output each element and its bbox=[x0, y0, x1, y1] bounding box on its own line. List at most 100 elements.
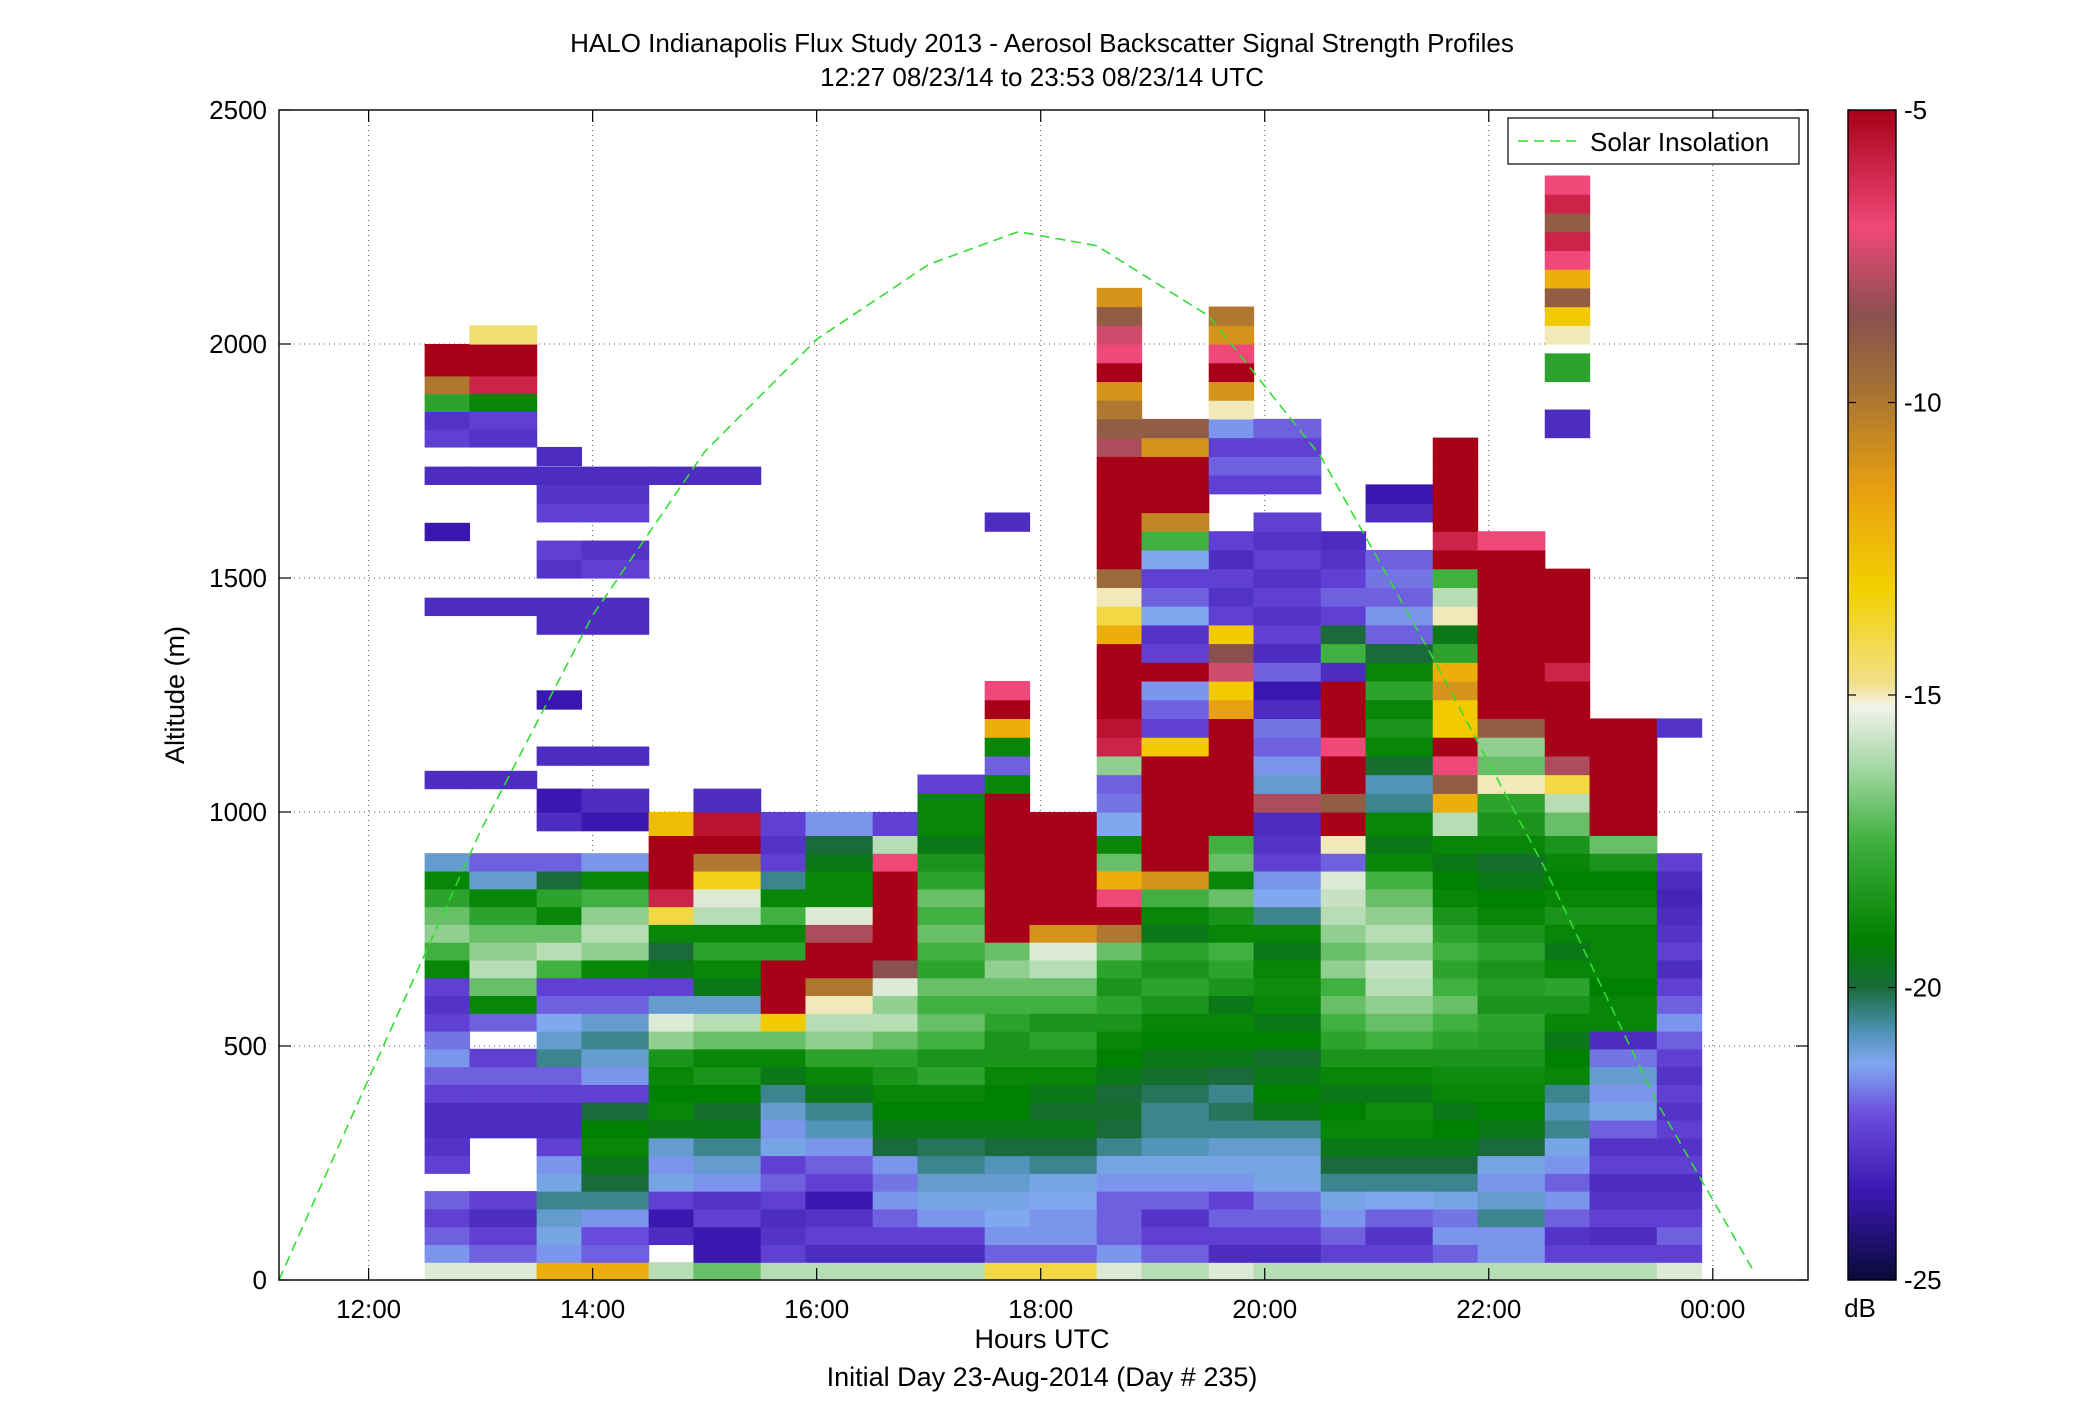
colorbar-tick-label: -25 bbox=[1904, 1265, 1942, 1295]
solar-insolation-curve bbox=[279, 230, 1753, 1280]
heatmap-cell bbox=[1477, 1137, 1546, 1157]
heatmap-cell bbox=[1096, 531, 1143, 551]
heatmap-cell bbox=[1365, 1226, 1434, 1246]
heatmap-cell bbox=[1589, 888, 1658, 908]
heatmap-cell bbox=[984, 853, 1031, 872]
heatmap-cell bbox=[1320, 774, 1367, 794]
heatmap-cell bbox=[693, 1244, 762, 1263]
heatmap-cell bbox=[1096, 1191, 1143, 1210]
heatmap-cell bbox=[805, 835, 874, 854]
heatmap-cell bbox=[469, 770, 538, 790]
heatmap-cell bbox=[1141, 587, 1210, 607]
heatmap-cell bbox=[1432, 475, 1479, 495]
heatmap-cell bbox=[1477, 1084, 1546, 1103]
heatmap-cell bbox=[1208, 699, 1255, 719]
heatmap-cell bbox=[581, 1119, 650, 1139]
heatmap-cell bbox=[984, 959, 1031, 979]
heatmap-cell bbox=[1253, 793, 1322, 813]
heatmap-cell bbox=[536, 559, 583, 579]
heatmap-cell bbox=[872, 1084, 919, 1103]
heatmap-cell bbox=[1320, 977, 1367, 997]
heatmap-cell bbox=[469, 1084, 538, 1103]
heatmap-cell bbox=[536, 746, 583, 766]
heatmap-cell bbox=[581, 1102, 650, 1121]
heatmap-cell bbox=[1656, 870, 1703, 890]
heatmap-cell bbox=[805, 959, 874, 979]
heatmap-cell bbox=[1253, 755, 1322, 776]
heatmap-cell bbox=[1544, 924, 1591, 943]
heatmap-cell bbox=[1208, 718, 1255, 738]
heatmap-cell bbox=[1096, 381, 1143, 401]
heatmap-cell bbox=[1253, 662, 1322, 682]
heatmap-cell bbox=[1208, 344, 1255, 364]
heatmap-cell bbox=[693, 835, 762, 854]
heatmap-cell bbox=[805, 812, 874, 836]
heatmap-cell bbox=[1208, 531, 1255, 551]
heatmap-cell bbox=[760, 1066, 807, 1085]
heatmap-cell bbox=[1432, 853, 1479, 872]
heatmap-cell bbox=[693, 1173, 762, 1192]
heatmap-cell bbox=[1096, 1173, 1143, 1192]
heatmap-cell bbox=[536, 995, 583, 1014]
heatmap-cell bbox=[1432, 531, 1479, 551]
heatmap-cell bbox=[1544, 1226, 1591, 1246]
heatmap-cell bbox=[1253, 624, 1322, 645]
heatmap-cell bbox=[581, 1155, 650, 1174]
heatmap-cell bbox=[1208, 568, 1255, 588]
heatmap-cell bbox=[424, 1155, 471, 1174]
heatmap-cell bbox=[1477, 1066, 1546, 1085]
heatmap-cell bbox=[1320, 1173, 1367, 1192]
heatmap-cell bbox=[1320, 587, 1367, 607]
heatmap-cell bbox=[424, 977, 471, 997]
heatmap-cell bbox=[648, 853, 695, 872]
heatmap-cell bbox=[648, 1137, 695, 1157]
heatmap-cell bbox=[1589, 755, 1658, 776]
heatmap-cell bbox=[917, 835, 986, 854]
heatmap-cell bbox=[1029, 977, 1098, 997]
heatmap-cell bbox=[1029, 924, 1098, 943]
heatmap-cell bbox=[1365, 662, 1434, 682]
heatmap-cell bbox=[1208, 1155, 1255, 1174]
heatmap-cell bbox=[1096, 362, 1143, 383]
heatmap-cell bbox=[805, 1226, 874, 1246]
heatmap-cell bbox=[1544, 888, 1591, 908]
heatmap-cell bbox=[1096, 456, 1143, 476]
heatmap-cell bbox=[984, 942, 1031, 961]
heatmap-cell bbox=[1208, 1066, 1255, 1085]
heatmap-cell bbox=[1320, 1084, 1367, 1103]
heatmap-cell bbox=[581, 503, 650, 523]
heatmap-cell bbox=[917, 1102, 986, 1121]
heatmap-cell bbox=[984, 1084, 1031, 1103]
heatmap-cell bbox=[984, 1262, 1031, 1280]
heatmap-cell bbox=[917, 1013, 986, 1032]
heatmap-cell bbox=[872, 1262, 919, 1280]
heatmap-cell bbox=[1096, 1102, 1143, 1121]
heatmap-cell bbox=[760, 812, 807, 836]
heatmap-cell bbox=[1477, 835, 1546, 854]
heatmap-cell bbox=[693, 1013, 762, 1032]
heatmap-cell bbox=[1589, 1066, 1658, 1085]
heatmap-cell bbox=[917, 977, 986, 997]
heatmap-cell bbox=[1477, 906, 1546, 925]
heatmap-cell bbox=[1096, 699, 1143, 719]
heatmap-cell bbox=[1208, 680, 1255, 701]
heatmap-cell bbox=[805, 870, 874, 890]
heatmap-cell bbox=[984, 870, 1031, 890]
heatmap-cell bbox=[693, 924, 762, 943]
heatmap-cell bbox=[693, 977, 762, 997]
heatmap-cell bbox=[760, 1031, 807, 1050]
heatmap-cell bbox=[1656, 1173, 1703, 1192]
heatmap-cell bbox=[581, 942, 650, 961]
heatmap-cell bbox=[872, 888, 919, 908]
heatmap-cell bbox=[1253, 512, 1322, 532]
heatmap-cell bbox=[984, 1208, 1031, 1228]
heatmap-cell bbox=[1253, 1226, 1322, 1246]
heatmap-cell bbox=[1096, 1084, 1143, 1103]
heatmap-cell bbox=[984, 737, 1031, 757]
heatmap-cell bbox=[1477, 662, 1546, 682]
heatmap-cell bbox=[1141, 549, 1210, 570]
heatmap-cell bbox=[581, 746, 650, 766]
heatmap-cell bbox=[760, 870, 807, 890]
x-tick-label: 22:00 bbox=[1456, 1294, 1521, 1324]
heatmap-cell bbox=[1096, 755, 1143, 776]
